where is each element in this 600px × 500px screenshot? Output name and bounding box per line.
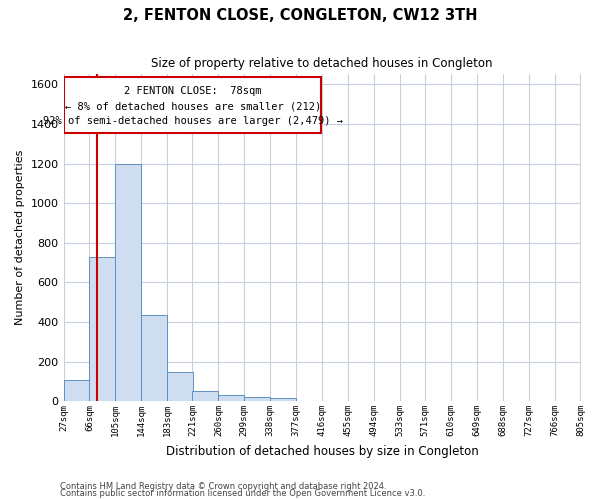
Text: 2 FENTON CLOSE:  78sqm: 2 FENTON CLOSE: 78sqm: [124, 86, 262, 97]
Title: Size of property relative to detached houses in Congleton: Size of property relative to detached ho…: [151, 58, 493, 70]
Text: Contains HM Land Registry data © Crown copyright and database right 2024.: Contains HM Land Registry data © Crown c…: [60, 482, 386, 491]
Bar: [89, 256, 115, 401]
Bar: [64, 380, 89, 401]
Text: Contains public sector information licensed under the Open Government Licence v3: Contains public sector information licen…: [60, 490, 425, 498]
Bar: [270, 398, 296, 401]
Bar: [115, 164, 141, 401]
X-axis label: Distribution of detached houses by size in Congleton: Distribution of detached houses by size …: [166, 444, 478, 458]
FancyBboxPatch shape: [64, 78, 322, 133]
Text: ← 8% of detached houses are smaller (212): ← 8% of detached houses are smaller (212…: [65, 101, 321, 111]
Bar: [193, 391, 218, 401]
Bar: [167, 372, 193, 401]
Bar: [218, 395, 244, 401]
Bar: [141, 315, 167, 401]
Text: 2, FENTON CLOSE, CONGLETON, CW12 3TH: 2, FENTON CLOSE, CONGLETON, CW12 3TH: [123, 8, 477, 22]
Text: 92% of semi-detached houses are larger (2,479) →: 92% of semi-detached houses are larger (…: [43, 116, 343, 126]
Y-axis label: Number of detached properties: Number of detached properties: [15, 150, 25, 326]
Bar: [244, 397, 270, 401]
